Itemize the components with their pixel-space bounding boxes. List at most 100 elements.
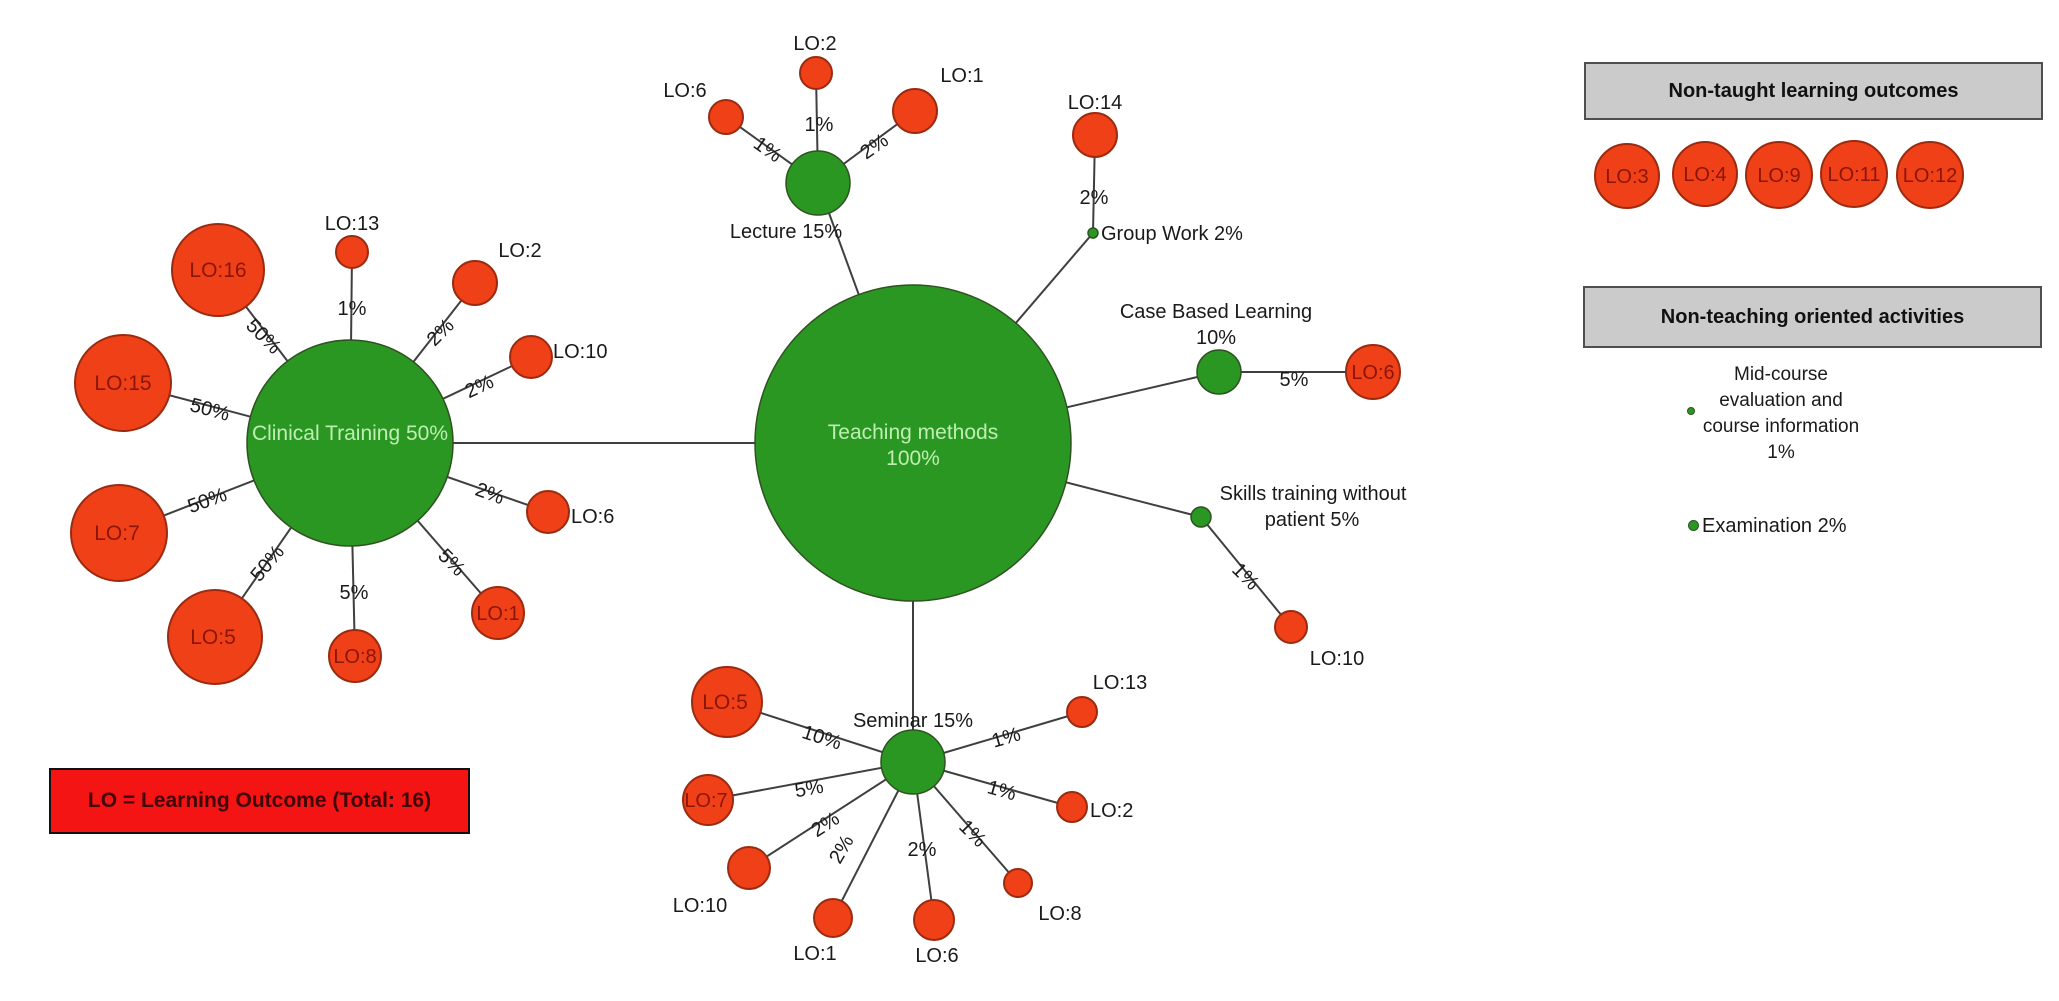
examination-label: Examination 2%: [1702, 515, 1847, 537]
node-cbl-lo6: [1345, 344, 1401, 400]
examination-dot: [1688, 520, 1699, 531]
node-nt-lo9: [1745, 141, 1813, 209]
node-label-nt-lo4: LO:4: [1683, 164, 1726, 186]
node-label-nt-lo3: LO:3: [1605, 166, 1648, 188]
node-ct-lo13: [335, 235, 369, 269]
node-label-lec-lo1: LO:1: [940, 65, 983, 87]
node-label-ct-lo6: LO:6: [571, 506, 614, 528]
legend-box: LO = Learning Outcome (Total: 16): [49, 768, 470, 834]
edge-label-clinical-training-ct-lo15: 50%: [188, 394, 233, 426]
node-label-skills-training-1: patient 5%: [1265, 509, 1360, 531]
edge-label-seminar-sem-lo6: 2%: [908, 839, 937, 861]
edge-label-clinical-training-ct-lo16: 50%: [241, 315, 285, 359]
node-sem-lo6: [913, 899, 955, 941]
mid-course-line-2: evaluation and: [1719, 390, 1843, 411]
node-label-lec-lo6: LO:6: [663, 80, 706, 102]
mid-course-evaluation-label: Mid-course evaluation and course informa…: [1611, 362, 1951, 466]
node-lec-lo1: [892, 88, 938, 134]
edge-label-group-work-gw-lo14: 2%: [1080, 187, 1109, 209]
node-label-gw-lo14: LO:14: [1068, 92, 1122, 114]
node-label-ct-lo16: LO:16: [189, 259, 246, 282]
edge-label-skills-training-st-lo10: 1%: [1227, 559, 1263, 595]
node-sem-lo13: [1066, 696, 1098, 728]
node-nt-lo12: [1896, 141, 1964, 209]
node-label-sem-lo5: LO:5: [702, 691, 748, 714]
node-label-ct-lo2: LO:2: [498, 240, 541, 262]
node-gw-lo14: [1072, 112, 1118, 158]
node-ct-lo10: [509, 335, 553, 379]
edge-label-seminar-sem-lo2: 1%: [985, 776, 1019, 805]
edge-label-seminar-sem-lo13: 1%: [989, 723, 1023, 752]
node-label-sem-lo1: LO:1: [793, 943, 836, 965]
node-sem-lo1: [813, 898, 853, 938]
node-skills-training: [1190, 506, 1212, 528]
edge-label-seminar-sem-lo5: 10%: [799, 721, 844, 754]
mid-course-evaluation-dot: [1687, 407, 1695, 415]
node-label-sem-lo10: LO:10: [673, 895, 727, 917]
edge-label-clinical-training-ct-lo5: 50%: [246, 541, 289, 586]
node-label-teaching-methods-1: 100%: [886, 447, 940, 470]
node-nt-lo4: [1672, 141, 1738, 207]
node-label-sem-lo7: LO:7: [684, 790, 727, 812]
node-ct-lo5: [167, 589, 263, 685]
edge-label-seminar-sem-lo1: 2%: [825, 831, 859, 867]
node-ct-lo1: [471, 586, 525, 640]
node-teaching-methods: [754, 284, 1072, 602]
node-label-lec-lo2: LO:2: [793, 33, 836, 55]
node-label-group-work: Group Work 2%: [1101, 223, 1243, 245]
edge-label-seminar-sem-lo7: 5%: [793, 776, 826, 803]
node-label-case-based-learning: Case Based Learning: [1120, 301, 1312, 323]
edge-label-case-based-learning-cbl-lo6: 5%: [1280, 369, 1309, 391]
node-st-lo10: [1274, 610, 1308, 644]
edge-skills-training-st-lo10: [1200, 516, 1292, 628]
node-label-teaching-methods: Teaching methods: [828, 421, 998, 444]
edge-label-clinical-training-ct-lo13: 1%: [338, 298, 367, 320]
node-label-cbl-lo6: LO:6: [1351, 362, 1394, 384]
non-taught-outcomes-title: Non-taught learning outcomes: [1668, 79, 1959, 102]
mid-course-line-4: 1%: [1767, 442, 1795, 463]
node-ct-lo6: [526, 490, 570, 534]
node-label-ct-lo13: LO:13: [325, 213, 379, 235]
non-taught-outcomes-header: Non-taught learning outcomes: [1584, 62, 2043, 120]
node-group-work: [1087, 227, 1099, 239]
edge-label-clinical-training-ct-lo7: 50%: [185, 484, 230, 518]
node-label-ct-lo15: LO:15: [94, 372, 151, 395]
node-label-sem-lo6: LO:6: [915, 945, 958, 967]
node-label-skills-training: Skills training without: [1220, 483, 1407, 505]
node-ct-lo8: [328, 629, 382, 683]
mid-course-line-1: Mid-course: [1734, 364, 1828, 385]
node-label-nt-lo12: LO:12: [1903, 165, 1957, 187]
node-lec-lo2: [799, 56, 833, 90]
node-sem-lo8: [1003, 868, 1033, 898]
edge-label-clinical-training-ct-lo2: 2%: [423, 315, 459, 351]
node-label-nt-lo11: LO:11: [1828, 164, 1881, 186]
node-label-st-lo10: LO:10: [1310, 648, 1364, 670]
node-ct-lo15: [74, 334, 172, 432]
node-label-nt-lo9: LO:9: [1757, 165, 1800, 187]
edge-seminar-sem-lo7: [707, 761, 914, 801]
edge-label-clinical-training-ct-lo6: 2%: [472, 479, 507, 510]
node-seminar: [880, 729, 946, 795]
edge-label-lecture-lec-lo1: 2%: [856, 129, 892, 164]
node-label-sem-lo13: LO:13: [1093, 672, 1147, 694]
node-label-ct-lo10: LO:10: [553, 341, 607, 363]
node-sem-lo5: [691, 666, 763, 738]
node-sem-lo7: [682, 774, 734, 826]
node-label-seminar: Seminar 15%: [853, 710, 973, 732]
legend-text: LO = Learning Outcome (Total: 16): [87, 789, 432, 812]
node-sem-lo10: [727, 846, 771, 890]
mid-course-line-3: course information: [1702, 416, 1860, 437]
node-nt-lo3: [1594, 143, 1660, 209]
non-teaching-activities-title: Non-teaching oriented activities: [1660, 305, 1965, 328]
node-label-sem-lo8: LO:8: [1038, 903, 1081, 925]
node-label-ct-lo8: LO:8: [333, 646, 376, 668]
node-label-case-based-learning-1: 10%: [1196, 327, 1236, 349]
node-ct-lo2: [452, 260, 498, 306]
node-case-based-learning: [1196, 349, 1242, 395]
non-teaching-activities-header: Non-teaching oriented activities: [1583, 286, 2042, 348]
edge-label-clinical-training-ct-lo8: 5%: [340, 582, 369, 604]
node-label-ct-lo7: LO:7: [94, 522, 140, 545]
node-ct-lo16: [171, 223, 265, 317]
